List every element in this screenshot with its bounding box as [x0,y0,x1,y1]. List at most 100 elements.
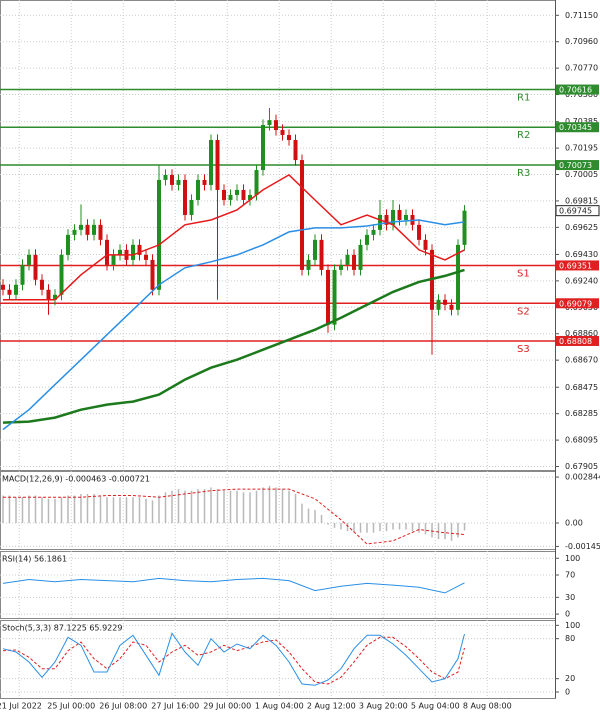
macd-bar [151,500,154,523]
macd-bar [80,493,82,523]
macd-bar [327,523,329,525]
macd-bar [177,489,180,523]
macd-bar [184,490,186,523]
macd-bar [216,489,219,523]
level-name: R2 [517,130,530,141]
candle-body [222,189,227,200]
candle-body [46,289,51,300]
macd-bar [164,492,167,523]
y-tick-label: 0.68670 [565,356,598,365]
y-tick-label: 0.69430 [565,250,598,259]
candle-body [215,140,220,190]
candle-body [352,254,357,270]
candle-body [241,189,246,200]
candle-body [98,224,103,240]
macd-bar [171,490,173,523]
macd-bar [359,523,362,533]
y-tick-label: 0.70960 [565,37,598,46]
x-tick-label: 1 Aug 04:00 [255,702,304,711]
macd-bar [275,487,277,523]
macd-bar [210,487,212,523]
macd-bar [2,495,4,523]
x-tick-label: 8 Aug 08:00 [463,702,512,711]
macd-bar [119,497,121,523]
macd-bar [411,523,414,532]
y-tick-label: 0.70385 [565,117,598,126]
candle-body [20,264,25,285]
macd-bar [262,487,264,523]
macd-bar [249,492,251,523]
level-price-label: 0.70345 [559,123,592,132]
y-tick-label: 0.71150 [565,11,598,20]
candle-body [280,130,285,136]
macd-bar [346,523,349,532]
macd-bar [450,523,453,541]
macd-bar [301,503,303,523]
candle-body [261,125,266,171]
last-price-label: 0.69745 [559,207,592,216]
candle-body [39,279,44,290]
macd-bar [34,495,37,523]
candle-body [104,239,109,265]
macd-bar [125,497,128,523]
macd-bar [353,523,355,533]
x-tick-label: 21 Jul 2022 [0,702,42,711]
candle-body [462,210,467,245]
candle-body [156,179,161,290]
candle-body [326,269,331,325]
candle-body [378,214,383,230]
macd-bar [281,489,284,523]
macd-bar [424,523,427,535]
indicator-line [2,219,465,431]
macd-bar [15,497,17,523]
macd-bar [392,523,394,530]
macd-bar [54,498,56,523]
level-price-label: 0.69351 [559,261,592,270]
y-tick-label: 0.68860 [565,329,598,338]
y-tick-label: 30 [565,593,575,602]
macd-bar [268,485,271,523]
candle-body [274,120,279,131]
y-tick-label: 0.70770 [565,64,598,73]
level-price-label: 0.70073 [559,161,592,170]
candle-body [209,140,214,185]
candle-body [313,239,318,260]
level-price-box [556,260,599,271]
candle-body [417,224,422,240]
candle-body [183,179,187,215]
candle-body [13,284,18,295]
y-tick-label: 0.70195 [565,144,598,153]
y-tick-label: 0.002844 [565,473,600,482]
macd-bar [444,523,446,540]
candle-body [228,194,233,200]
candle-body [365,234,370,245]
indicator-line [2,268,465,424]
macd-bar [190,490,193,523]
y-tick-label: 0.70580 [565,90,598,99]
macd-bar [229,490,232,523]
candle-body [404,214,409,220]
candle-body [384,214,389,225]
indicator-line [2,632,465,686]
macd-bar [366,523,368,533]
candle-body [91,224,96,235]
macd-bar [398,523,401,530]
candle-body [196,179,201,200]
macd-bar [21,497,24,523]
x-tick-label: 26 Jul 08:00 [99,702,147,711]
candle-body [443,299,448,305]
macd-bar [145,498,147,523]
y-tick-label: 70 [565,571,575,580]
macd-bar [255,490,258,523]
macd-bar [106,497,108,523]
candle-body [72,229,77,235]
level-price-label: 0.69079 [559,299,592,308]
macd-bar [333,523,336,528]
candle-body [306,259,311,270]
macd-bar [73,495,76,523]
level-price-box [556,122,599,133]
candle-body [130,244,135,260]
y-tick-label: 80 [565,634,575,643]
candle-body [117,249,122,255]
